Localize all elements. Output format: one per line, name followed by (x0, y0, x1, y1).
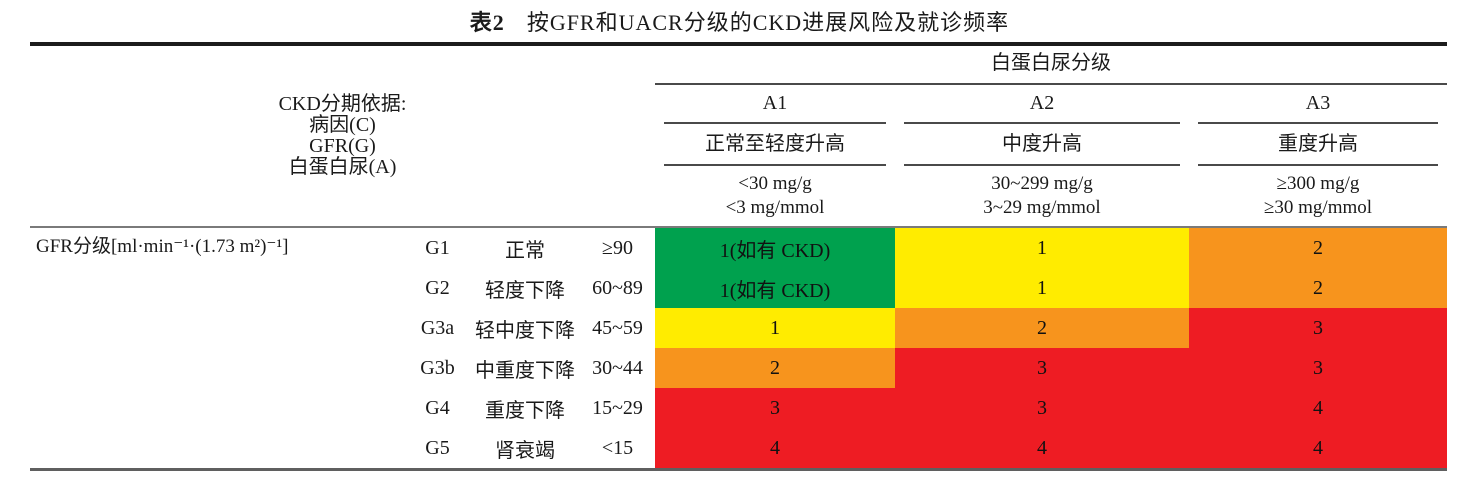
table-number: 表2 (469, 10, 505, 35)
gfr-axis-label: GFR分级[ml·min⁻¹·(1.73 m²)⁻¹] (36, 236, 289, 257)
albuminuria-codes-row: A1 A2 A3 (655, 85, 1447, 124)
range-mg-mmol: <3 mg/mmol (725, 197, 825, 218)
column-desc: 中度升高 (1002, 133, 1082, 155)
range-mg-g: ≥300 mg/g (1276, 173, 1360, 194)
column-range-a2: 30~299 mg/g 3~29 mg/mmol (895, 166, 1189, 226)
gfr-stage-desc: 轻度下降 (485, 279, 565, 302)
column-rule (1198, 164, 1438, 166)
risk-cell-g2-a2: 1 (895, 268, 1189, 308)
gfr-stage-range: 60~89 (592, 276, 643, 299)
ckd-risk-table: CKD分期依据: 病因(C) GFR(G) 白蛋白尿(A) 白蛋白尿分级 A1 … (30, 42, 1447, 471)
gfr-label-area: GFR分级[ml·min⁻¹·(1.73 m²)⁻¹] (30, 228, 405, 268)
gfr-stage-range: 45~59 (592, 316, 643, 339)
column-rule (664, 122, 886, 124)
column-header-a3: A3 (1189, 85, 1447, 124)
table-body: GFR分级[ml·min⁻¹·(1.73 m²)⁻¹] G1 正常 ≥90 1(… (30, 228, 1447, 468)
risk-cell-g3a-a1: 1 (655, 308, 895, 348)
risk-cell-g3a-a2: 2 (895, 308, 1189, 348)
table-row-g5: G5 肾衰竭 <15 4 4 4 (30, 428, 1447, 468)
gfr-stage-code: G4 (425, 396, 450, 419)
gfr-stage-code: G3b (420, 356, 455, 379)
risk-cell-g2-a1: 1(如有 CKD) (655, 268, 895, 308)
gfr-stage-code: G5 (425, 436, 450, 459)
stage-basis-line: CKD分期依据: (278, 93, 407, 115)
column-rule (664, 164, 886, 166)
albuminuria-header: 白蛋白尿分级 A1 A2 A3 (655, 46, 1447, 226)
table-header: CKD分期依据: 病因(C) GFR(G) 白蛋白尿(A) 白蛋白尿分级 A1 … (30, 46, 1447, 226)
gfr-stage-range: ≥90 (602, 236, 633, 259)
table-row-g2: G2 轻度下降 60~89 1(如有 CKD) 1 2 (30, 268, 1447, 308)
gfr-stage-range: 15~29 (592, 396, 643, 419)
column-header-a1: A1 (655, 85, 895, 124)
gfr-stage-range: 30~44 (592, 356, 643, 379)
risk-cell-g3b-a2: 3 (895, 348, 1189, 388)
risk-cell-g4-a3: 4 (1189, 388, 1447, 428)
column-code: A3 (1305, 92, 1331, 114)
column-code: A2 (1029, 92, 1055, 114)
risk-cell-g3b-a3: 3 (1189, 348, 1447, 388)
range-mg-g: 30~299 mg/g (991, 173, 1093, 194)
table-row-g3b: G3b 中重度下降 30~44 2 3 3 (30, 348, 1447, 388)
risk-cell-g5-a2: 4 (895, 428, 1189, 468)
range-mg-mmol: 3~29 mg/mmol (983, 197, 1101, 218)
stage-basis-line: GFR(G) (309, 135, 376, 157)
gfr-stage-desc: 肾衰竭 (495, 439, 555, 462)
stage-basis-line: 白蛋白尿(A) (288, 156, 397, 178)
risk-cell-g5-a1: 4 (655, 428, 895, 468)
column-rule (904, 164, 1180, 166)
risk-cell-g3a-a3: 3 (1189, 308, 1447, 348)
risk-cell-g2-a3: 2 (1189, 268, 1447, 308)
table-row-g3a: G3a 轻中度下降 45~59 1 2 3 (30, 308, 1447, 348)
albuminuria-range-row: <30 mg/g <3 mg/mmol 30~299 mg/g 3~29 mg/… (655, 166, 1447, 226)
gfr-stage-desc: 轻中度下降 (475, 319, 575, 342)
gfr-stage-desc: 重度下降 (485, 399, 565, 422)
table-title: 按GFR和UACR分级的CKD进展风险及就诊频率 (526, 10, 1010, 35)
stage-basis-line: 病因(C) (309, 114, 376, 136)
column-range-a3: ≥300 mg/g ≥30 mg/mmol (1189, 166, 1447, 226)
column-desc-a2: 中度升高 (895, 124, 1189, 166)
stage-basis-block: CKD分期依据: 病因(C) GFR(G) 白蛋白尿(A) (30, 46, 655, 226)
risk-cell-g5-a3: 4 (1189, 428, 1447, 468)
column-desc-a3: 重度升高 (1189, 124, 1447, 166)
risk-cell-g4-a2: 3 (895, 388, 1189, 428)
column-rule (1198, 122, 1438, 124)
gfr-stage-code: G3a (420, 316, 455, 339)
column-rule (904, 122, 1180, 124)
column-desc: 正常至轻度升高 (705, 133, 845, 155)
table-row-g1: GFR分级[ml·min⁻¹·(1.73 m²)⁻¹] G1 正常 ≥90 1(… (30, 228, 1447, 268)
gfr-stage-desc: 正常 (505, 239, 545, 262)
range-mg-mmol: ≥30 mg/mmol (1263, 197, 1373, 218)
gfr-stage-range: <15 (601, 436, 634, 459)
table-caption: 表2 按GFR和UACR分级的CKD进展风险及就诊频率 (0, 0, 1479, 42)
risk-cell-g4-a1: 3 (655, 388, 895, 428)
range-mg-g: <30 mg/g (738, 173, 812, 194)
gfr-stage-desc: 中重度下降 (475, 359, 575, 382)
risk-cell-g1-a3: 2 (1189, 228, 1447, 268)
risk-cell-g3b-a1: 2 (655, 348, 895, 388)
bottom-rule (30, 468, 1447, 471)
risk-cell-g1-a1: 1(如有 CKD) (655, 228, 895, 268)
column-desc: 重度升高 (1278, 133, 1358, 155)
gfr-stage-code: G2 (425, 276, 450, 299)
header-body-rule (30, 226, 1447, 228)
albuminuria-desc-row: 正常至轻度升高 中度升高 重度升高 (655, 124, 1447, 166)
gfr-stage-code: G1 (425, 236, 450, 259)
table-row-g4: G4 重度下降 15~29 3 3 4 (30, 388, 1447, 428)
column-header-a2: A2 (895, 85, 1189, 124)
albuminuria-group-label: 白蛋白尿分级 (655, 46, 1447, 85)
column-range-a1: <30 mg/g <3 mg/mmol (655, 166, 895, 226)
column-desc-a1: 正常至轻度升高 (655, 124, 895, 166)
top-rule (30, 42, 1447, 46)
column-code: A1 (762, 92, 788, 114)
risk-cell-g1-a2: 1 (895, 228, 1189, 268)
